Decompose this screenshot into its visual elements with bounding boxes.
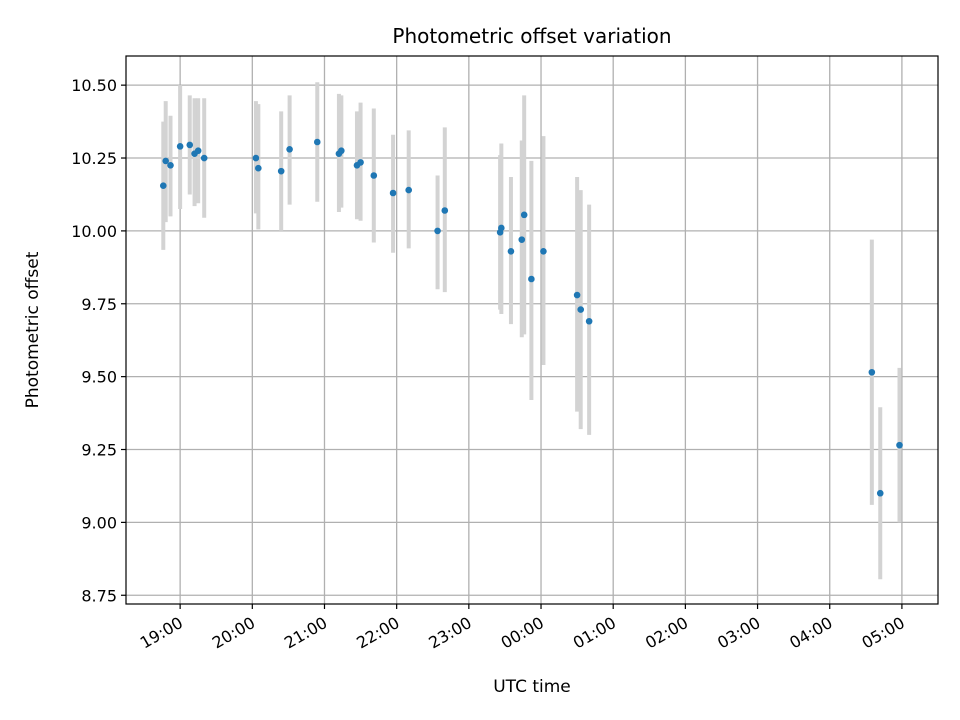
y-tick-label: 9.00 — [81, 513, 117, 532]
data-points — [159, 138, 903, 497]
plot-frame — [125, 55, 939, 605]
data-point — [868, 368, 876, 376]
data-point — [338, 147, 345, 155]
y-axis-title: Photometric offset — [23, 251, 43, 408]
data-point — [520, 211, 528, 219]
y-tick-label: 9.50 — [81, 368, 117, 387]
data-point — [585, 317, 593, 325]
data-point — [573, 291, 581, 299]
data-point — [167, 162, 174, 169]
data-point — [255, 164, 262, 172]
data-point — [286, 145, 293, 153]
data-point — [252, 154, 260, 162]
data-point — [876, 489, 884, 497]
data-point — [528, 275, 535, 283]
data-point — [186, 141, 194, 149]
data-point — [507, 247, 515, 255]
data-point — [389, 189, 397, 197]
y-tick-label: 10.50 — [71, 76, 117, 95]
data-point — [357, 159, 364, 166]
y-tick-label: 10.25 — [71, 149, 117, 168]
data-point — [370, 172, 378, 179]
chart-title: Photometric offset variation — [392, 24, 671, 48]
data-point — [159, 182, 167, 190]
y-tick-label: 8.75 — [81, 586, 117, 605]
data-point — [277, 167, 285, 175]
data-point — [441, 207, 449, 214]
data-point — [162, 157, 169, 165]
data-point — [200, 154, 208, 162]
y-tick-label: 9.25 — [81, 441, 117, 460]
data-point — [176, 143, 184, 150]
y-tick-label: 9.75 — [81, 295, 117, 314]
data-point — [540, 247, 547, 255]
data-point — [498, 224, 505, 232]
y-tick-label: 10.00 — [71, 222, 117, 241]
data-point — [896, 441, 903, 449]
data-point — [434, 227, 441, 235]
data-point — [313, 138, 321, 146]
data-point — [577, 306, 585, 313]
data-point — [405, 186, 412, 194]
data-point — [518, 236, 526, 243]
x-axis-title: UTC time — [493, 677, 571, 697]
data-point — [194, 147, 202, 155]
